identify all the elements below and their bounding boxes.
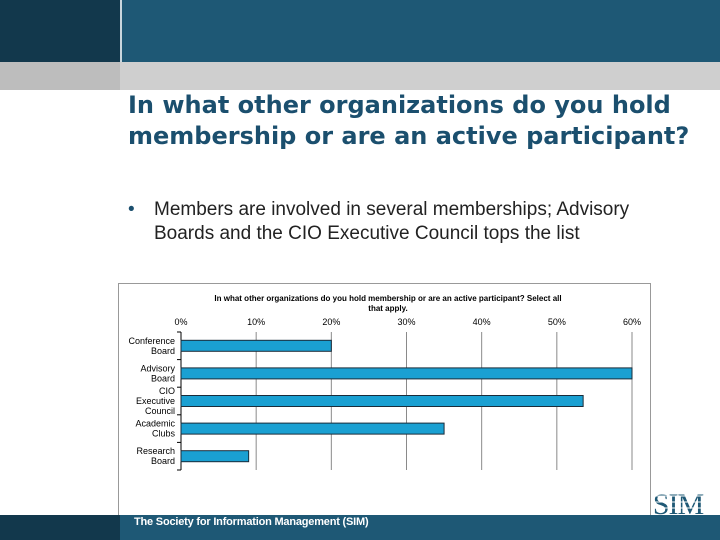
header-divider bbox=[120, 0, 122, 62]
x-tick-label: 60% bbox=[623, 317, 641, 327]
footer-bar bbox=[0, 515, 720, 540]
bar bbox=[180, 422, 445, 435]
x-tick-label: 0% bbox=[174, 317, 187, 327]
bullet-point: • Members are involved in several member… bbox=[128, 198, 688, 246]
x-tick-label: 20% bbox=[322, 317, 340, 327]
chart-title: In what other organizations do you hold … bbox=[214, 294, 561, 313]
category-label: Research Board bbox=[136, 446, 175, 466]
header-grey-band-left bbox=[0, 62, 120, 90]
bar bbox=[180, 339, 332, 352]
category-label: Academic Clubs bbox=[135, 419, 175, 439]
category-label: Advisory Board bbox=[140, 363, 175, 383]
header-grey-band bbox=[0, 62, 720, 90]
slide-title: In what other organizations do you hold … bbox=[128, 91, 690, 150]
x-tick-label: 10% bbox=[247, 317, 265, 327]
svg-text:SIM: SIM bbox=[653, 488, 704, 521]
x-tick-label: 30% bbox=[397, 317, 415, 327]
bullet-text: Members are involved in several membersh… bbox=[154, 199, 630, 244]
header-bar bbox=[122, 0, 720, 62]
sim-logo: SIM bbox=[652, 487, 704, 527]
bullet-marker: • bbox=[128, 199, 135, 220]
chart-frame: In what other organizations do you hold … bbox=[118, 283, 651, 517]
footer-text: The Society for Information Management (… bbox=[134, 516, 369, 528]
bar bbox=[180, 395, 584, 407]
bar bbox=[180, 450, 250, 463]
category-label: CIO Executive Council bbox=[136, 386, 175, 416]
sim-logo-graphic: SIM bbox=[652, 487, 704, 521]
header-dark-block bbox=[0, 0, 120, 62]
x-tick-label: 40% bbox=[473, 317, 491, 327]
bar bbox=[180, 367, 633, 380]
footer-dark-block bbox=[0, 515, 120, 540]
category-label: Conference Board bbox=[128, 336, 175, 356]
x-tick-label: 50% bbox=[548, 317, 566, 327]
bar-chart: In what other organizations do you hold … bbox=[128, 294, 641, 471]
